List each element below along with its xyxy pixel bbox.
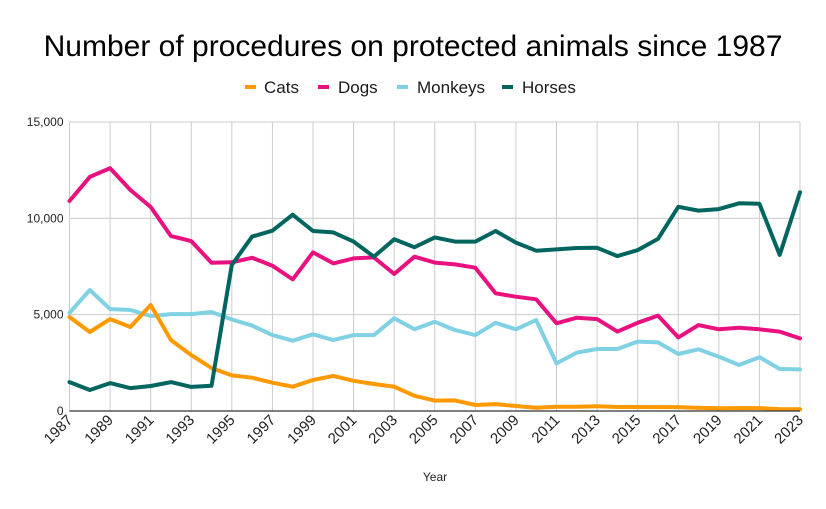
legend-item-dogs: Dogs (318, 78, 378, 97)
x-tick-label: 2015 (609, 412, 645, 448)
x-tick-label: 1987 (41, 412, 77, 448)
x-tick-label: 1997 (244, 412, 280, 448)
legend-label: Horses (522, 78, 576, 97)
legend-item-monkeys: Monkeys (397, 78, 485, 97)
y-tick-label: 0 (57, 404, 64, 418)
legend-label: Dogs (338, 78, 378, 97)
x-tick-label: 2005 (406, 412, 442, 448)
x-tick-label: 2021 (731, 412, 767, 448)
x-tick-label: 2017 (649, 412, 685, 448)
y-axis-ticks: 0 5,000 10,000 15,000 (27, 115, 64, 418)
x-tick-label: 2003 (365, 412, 401, 448)
x-tick-label: 1993 (162, 412, 198, 448)
legend-item-horses: Horses (502, 78, 576, 97)
x-tick-label: 1991 (122, 412, 158, 448)
y-tick-label: 5,000 (33, 308, 63, 322)
series-lines (67, 166, 802, 412)
legend-item-cats: Cats (245, 78, 299, 97)
x-tick-label: 2019 (690, 412, 726, 448)
x-axis-title: Year (423, 470, 447, 484)
y-tick-label: 15,000 (27, 115, 64, 129)
legend-label: Cats (264, 78, 299, 97)
x-tick-label: 2023 (771, 412, 807, 448)
legend-swatch (245, 85, 256, 89)
series-line-horses (67, 190, 802, 392)
x-tick-label: 2011 (528, 412, 563, 447)
x-tick-label: 2001 (325, 412, 361, 448)
legend-swatch (397, 85, 408, 89)
x-tick-label: 2007 (447, 412, 483, 448)
x-tick-label: 2009 (487, 412, 523, 448)
chart-title: Number of procedures on protected animal… (44, 30, 783, 63)
series-line-dogs (67, 166, 802, 341)
x-tick-label: 1999 (284, 412, 320, 448)
x-tick-label: 1995 (203, 412, 239, 448)
series-line-monkeys (67, 288, 802, 372)
gridlines (69, 121, 801, 411)
legend-label: Monkeys (417, 78, 485, 97)
legend-swatch (318, 85, 329, 89)
y-tick-label: 10,000 (27, 211, 64, 225)
x-axis-ticks: 1987 1989 1991 1993 1995 1997 1999 2001 2003 2005… (41, 412, 807, 448)
legend: Cats Dogs Monkeys Horses (245, 78, 576, 97)
series-line-cats (67, 303, 802, 412)
x-tick-label: 1989 (81, 412, 117, 448)
x-tick-label: 2013 (568, 412, 604, 448)
legend-swatch (502, 85, 513, 89)
